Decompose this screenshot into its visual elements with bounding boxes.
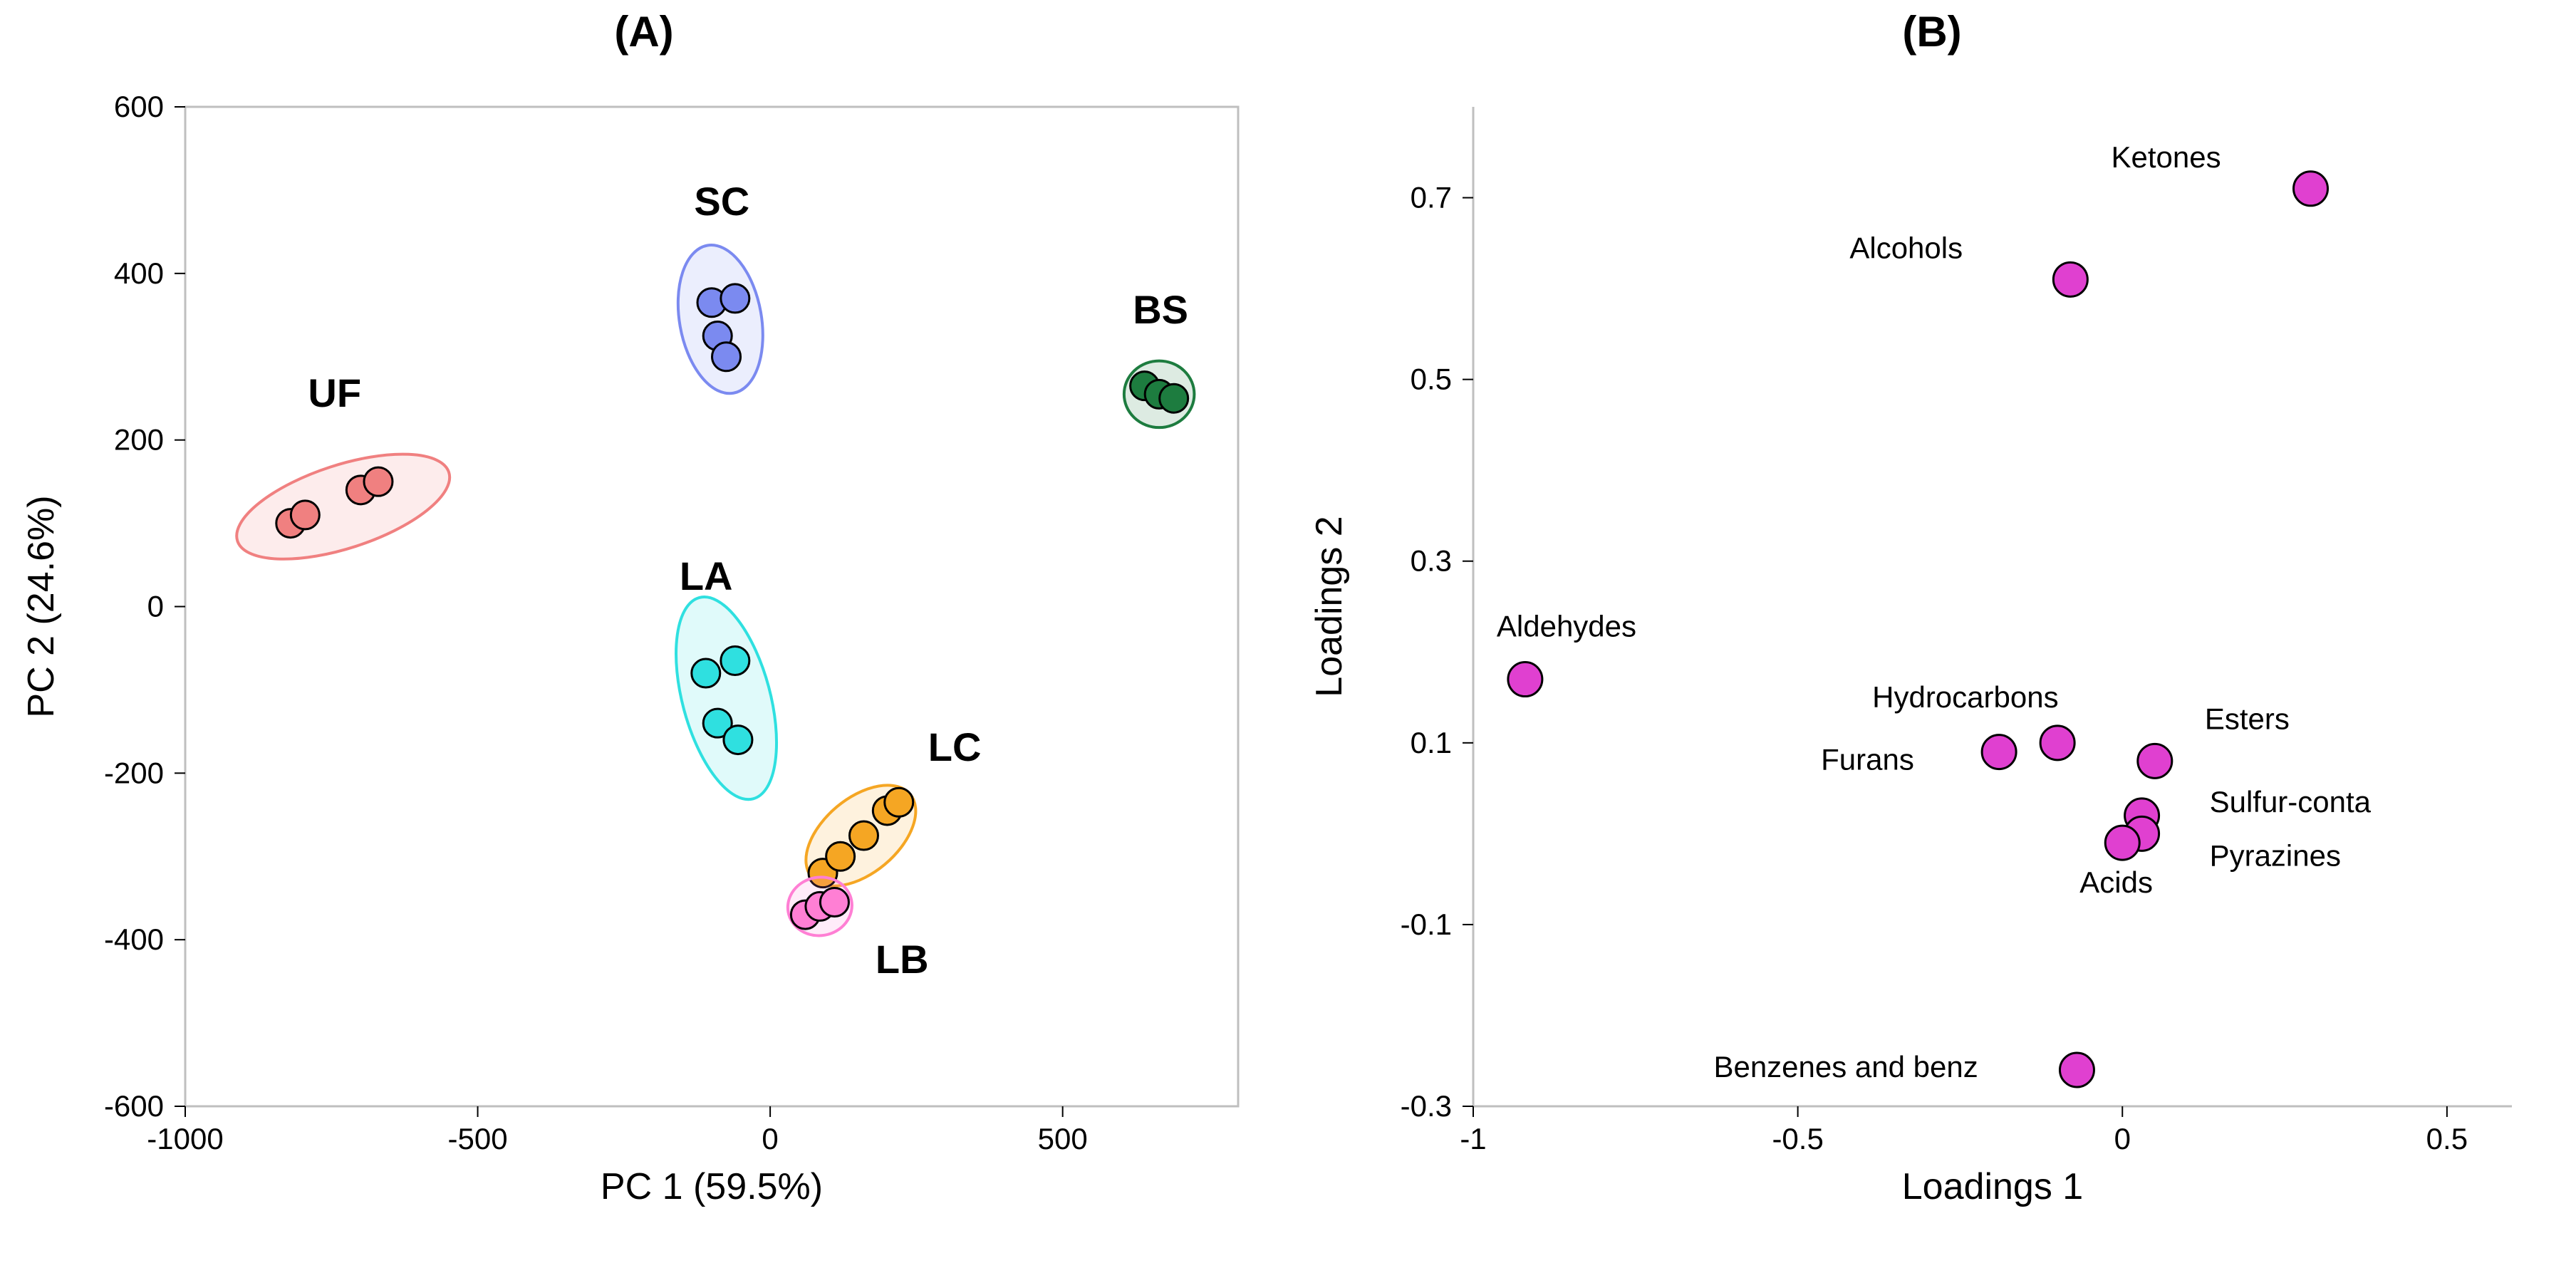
score-point: [849, 821, 878, 850]
loading-point: [1508, 662, 1542, 697]
loading-point: [2060, 1053, 2094, 1087]
y-tick-label: 0.5: [1411, 363, 1452, 396]
y-tick-label: 400: [114, 256, 164, 290]
y-tick-label: 0: [147, 590, 164, 623]
group-label-uf: UF: [308, 370, 361, 415]
panel-b-title: (B): [1902, 7, 1961, 56]
score-point: [364, 467, 393, 496]
y-axis-title: Loadings 2: [1309, 516, 1350, 697]
loading-label: Pyrazines: [2210, 838, 2341, 872]
y-tick-label: 600: [114, 90, 164, 123]
score-point: [820, 888, 848, 917]
score-point: [291, 501, 319, 529]
y-tick-label: -200: [104, 756, 164, 789]
x-tick-label: -1: [1460, 1122, 1486, 1155]
panel-a: (A) -1000 -500 0 500 -600 -400 -200 0 200 400 600 P…: [0, 0, 1288, 1263]
loading-label: Benzenes and benz: [1713, 1050, 1978, 1083]
panel-a-svg: -1000 -500 0 500 -600 -400 -200 0 200 400 600 PC 1 …: [0, 0, 1288, 1263]
panel-b-svg: -1 -0.5 0 0.5 -0.3 -0.1 0.1 0.3 0.5 0.7 Loadings 1…: [1288, 0, 2576, 1263]
loading-label: Sulfur-conta: [2210, 785, 2372, 818]
loading-point: [2294, 172, 2328, 206]
loading-label: Ketones: [2112, 140, 2221, 174]
loading-point: [2105, 826, 2139, 860]
score-point: [721, 646, 749, 675]
loading-label: Acids: [2079, 866, 2153, 899]
group-label-lc: LC: [928, 724, 982, 769]
score-point: [721, 284, 749, 313]
y-tick-label: 0.7: [1411, 181, 1452, 214]
loading-label: Furans: [1821, 743, 1914, 776]
x-axis-title: Loadings 1: [1902, 1166, 2083, 1207]
score-point: [826, 842, 855, 870]
loading-point: [2138, 744, 2172, 778]
x-tick-label: 0.5: [2426, 1122, 2468, 1155]
y-tick-label: -0.3: [1401, 1089, 1452, 1123]
x-tick-label: -1000: [147, 1122, 223, 1155]
y-tick-label: -400: [104, 922, 164, 956]
loading-point: [2040, 726, 2074, 760]
group-ellipse-uf: [224, 432, 462, 581]
score-point: [712, 343, 741, 371]
y-tick-label: 0.1: [1411, 726, 1452, 759]
score-point: [724, 726, 752, 754]
score-point: [692, 659, 720, 687]
loading-label: Alcohols: [1849, 231, 1963, 264]
group-label-lb: LB: [876, 937, 929, 982]
y-tick-label: 200: [114, 423, 164, 457]
group-label-bs: BS: [1133, 287, 1188, 332]
loading-label: Esters: [2205, 702, 2290, 735]
loading-label: Hydrocarbons: [1872, 680, 2058, 714]
score-point: [885, 788, 913, 816]
figure-container: (A) -1000 -500 0 500 -600 -400 -200 0 200 400 600 P…: [0, 0, 2576, 1263]
loading-point: [1982, 735, 2016, 769]
y-tick-label: -0.1: [1401, 908, 1452, 941]
loading-point: [2053, 262, 2087, 296]
group-ellipse-la: [657, 586, 796, 810]
loading-label: Aldehydes: [1497, 610, 1636, 643]
group-label-la: LA: [680, 553, 733, 598]
x-tick-label: -500: [448, 1122, 508, 1155]
y-tick-label: -600: [104, 1089, 164, 1123]
x-tick-label: -0.5: [1772, 1122, 1823, 1155]
x-tick-label: 0: [762, 1122, 778, 1155]
x-tick-label: 500: [1038, 1122, 1088, 1155]
x-axis-title: PC 1 (59.5%): [601, 1166, 823, 1207]
group-label-sc: SC: [694, 179, 749, 224]
score-point: [1160, 384, 1188, 412]
y-tick-label: 0.3: [1411, 544, 1452, 578]
y-axis-title: PC 2 (24.6%): [21, 495, 62, 717]
panel-b: (B) -1 -0.5 0 0.5 -0.3 -0.1 0.1 0.3 0.5 0.7 Loadin…: [1288, 0, 2576, 1263]
panel-a-title: (A): [614, 7, 673, 56]
group-ellipse-sc: [667, 239, 774, 400]
x-tick-label: 0: [2114, 1122, 2131, 1155]
